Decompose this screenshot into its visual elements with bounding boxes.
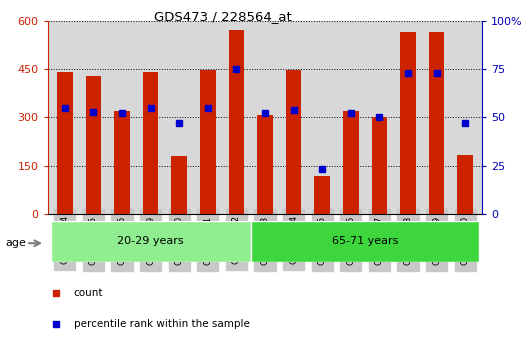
Text: percentile rank within the sample: percentile rank within the sample (74, 319, 250, 329)
Bar (343, 111, 359, 214)
Text: count: count (74, 288, 103, 298)
Bar (114, 111, 130, 214)
Text: age: age (5, 238, 26, 248)
Bar (429, 32, 445, 214)
Bar (372, 117, 387, 214)
Bar (50, 221, 251, 262)
Bar (257, 115, 273, 214)
Bar (314, 176, 330, 214)
Text: 20-29 years: 20-29 years (117, 237, 184, 246)
Bar (251, 221, 480, 262)
Bar (228, 30, 244, 214)
Text: GDS473 / 228564_at: GDS473 / 228564_at (154, 10, 292, 23)
Bar (200, 70, 216, 214)
Bar (171, 156, 187, 214)
Text: 65-71 years: 65-71 years (332, 237, 398, 246)
Bar (57, 72, 73, 214)
Bar (286, 70, 302, 214)
Bar (85, 76, 101, 214)
Bar (143, 72, 158, 214)
Bar (457, 155, 473, 214)
Bar (400, 32, 416, 214)
